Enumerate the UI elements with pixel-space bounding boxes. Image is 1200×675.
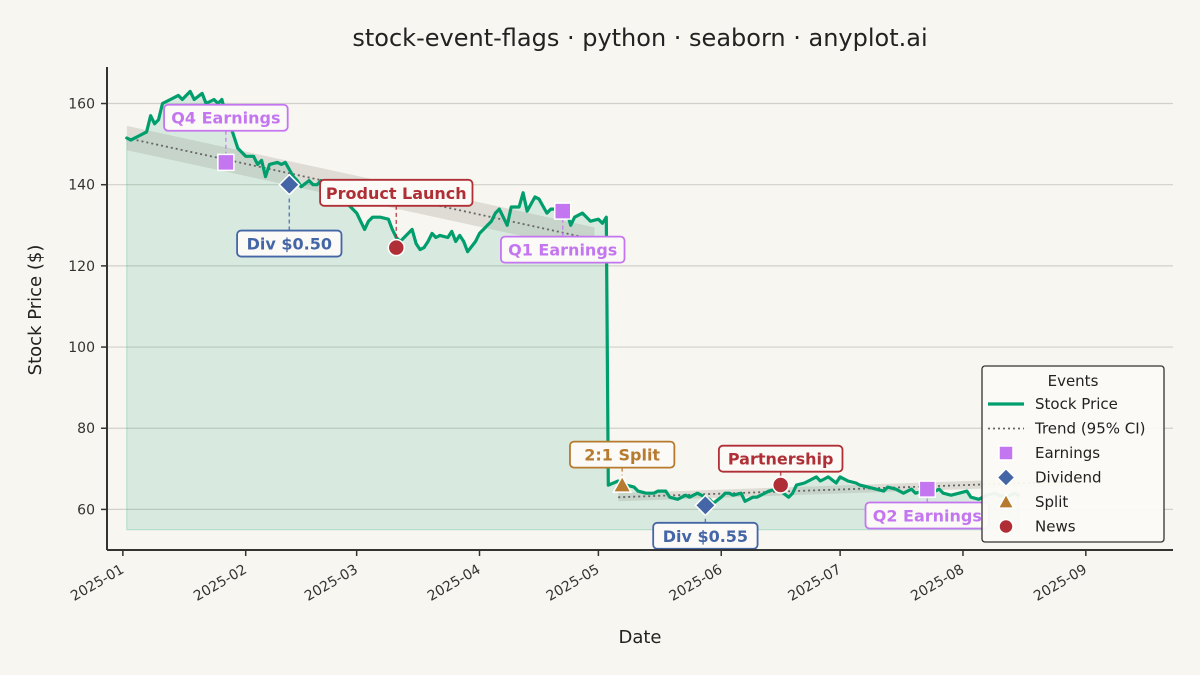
x-tick-label: 2025-07 (785, 562, 844, 605)
y-tick-label: 160 (68, 97, 95, 113)
event-label: Q1 Earnings (508, 241, 617, 260)
event-label-box (319, 178, 474, 207)
legend-label: Split (1035, 493, 1068, 511)
y-tick-label: 140 (68, 178, 95, 194)
legend: Events Stock Price Trend (95% CI) Earnings D… (981, 365, 1165, 543)
event-label: Product Launch (326, 184, 467, 203)
x-tick-label: 2025-05 (544, 562, 603, 605)
event-marker (217, 153, 235, 172)
event-label-box (717, 444, 844, 473)
event-flag: Q1 Earnings (500, 202, 626, 264)
x-tick-label: 2025-06 (667, 562, 726, 605)
event-label: Q4 Earnings (171, 109, 280, 128)
price-line (125, 89, 1020, 505)
event-marker (771, 476, 790, 494)
x-tick-label: 2025-08 (908, 562, 967, 605)
legend-box (981, 365, 1165, 543)
legend-label: News (1035, 518, 1076, 536)
legend-swatch-dividend (996, 467, 1016, 488)
legend-swatch-news (998, 518, 1014, 535)
legend-swatch-earnings (998, 445, 1014, 461)
event-flag: Product Launch (319, 178, 474, 257)
event-label: Div $0.55 (663, 527, 748, 546)
x-tick-label: 2025-04 (425, 562, 484, 605)
event-label-box (500, 235, 626, 264)
event-label-box (652, 521, 759, 550)
event-flag: Div $0.55 (652, 494, 759, 550)
price-line-layer (125, 89, 1020, 505)
event-marker (918, 480, 937, 498)
event-label-box (569, 440, 676, 469)
event-markers: Q4 Earnings Div $0.50 Product Launch Q1 Ear… (163, 103, 991, 550)
event-label: 2:1 Split (584, 446, 660, 465)
x-tick-label: 2025-03 (302, 562, 361, 605)
y-tick-label: 80 (77, 421, 95, 437)
x-tick-label: 2025-09 (1031, 562, 1090, 605)
legend-label: Dividend (1035, 469, 1102, 487)
event-label-box (236, 229, 343, 258)
x-tick-label: 2025-02 (191, 562, 250, 605)
event-flag: Div $0.50 (236, 173, 343, 258)
legend-swatch-split (997, 492, 1015, 509)
y-tick-label: 100 (68, 340, 95, 356)
event-label: Partnership (728, 450, 834, 469)
legend-label: Stock Price (1035, 395, 1118, 413)
event-marker (612, 474, 633, 493)
event-marker (387, 238, 406, 257)
event-label-box (163, 103, 289, 132)
legend-label: Trend (95% CI) (1034, 420, 1146, 438)
event-flag: Q2 Earnings (864, 480, 991, 530)
event-marker (553, 202, 572, 220)
legend-title: Events (1048, 372, 1099, 390)
chart-title: stock-event-flags · python · seaborn · a… (352, 24, 927, 52)
event-flag: 2:1 Split (569, 440, 676, 493)
event-label: Div $0.50 (247, 235, 332, 254)
x-axis-title: Date (618, 627, 661, 648)
x-tick-label: 2025-01 (68, 562, 127, 605)
y-tick-label: 60 (77, 502, 95, 518)
event-flag: Q4 Earnings (163, 103, 289, 172)
event-marker (278, 173, 301, 196)
y-axis-title: Stock Price ($) (25, 245, 46, 376)
y-tick-label: 120 (68, 259, 95, 275)
event-label: Q2 Earnings (873, 507, 982, 526)
legend-label: Earnings (1035, 444, 1100, 462)
event-flag: Partnership (717, 444, 844, 494)
event-marker (694, 494, 717, 517)
